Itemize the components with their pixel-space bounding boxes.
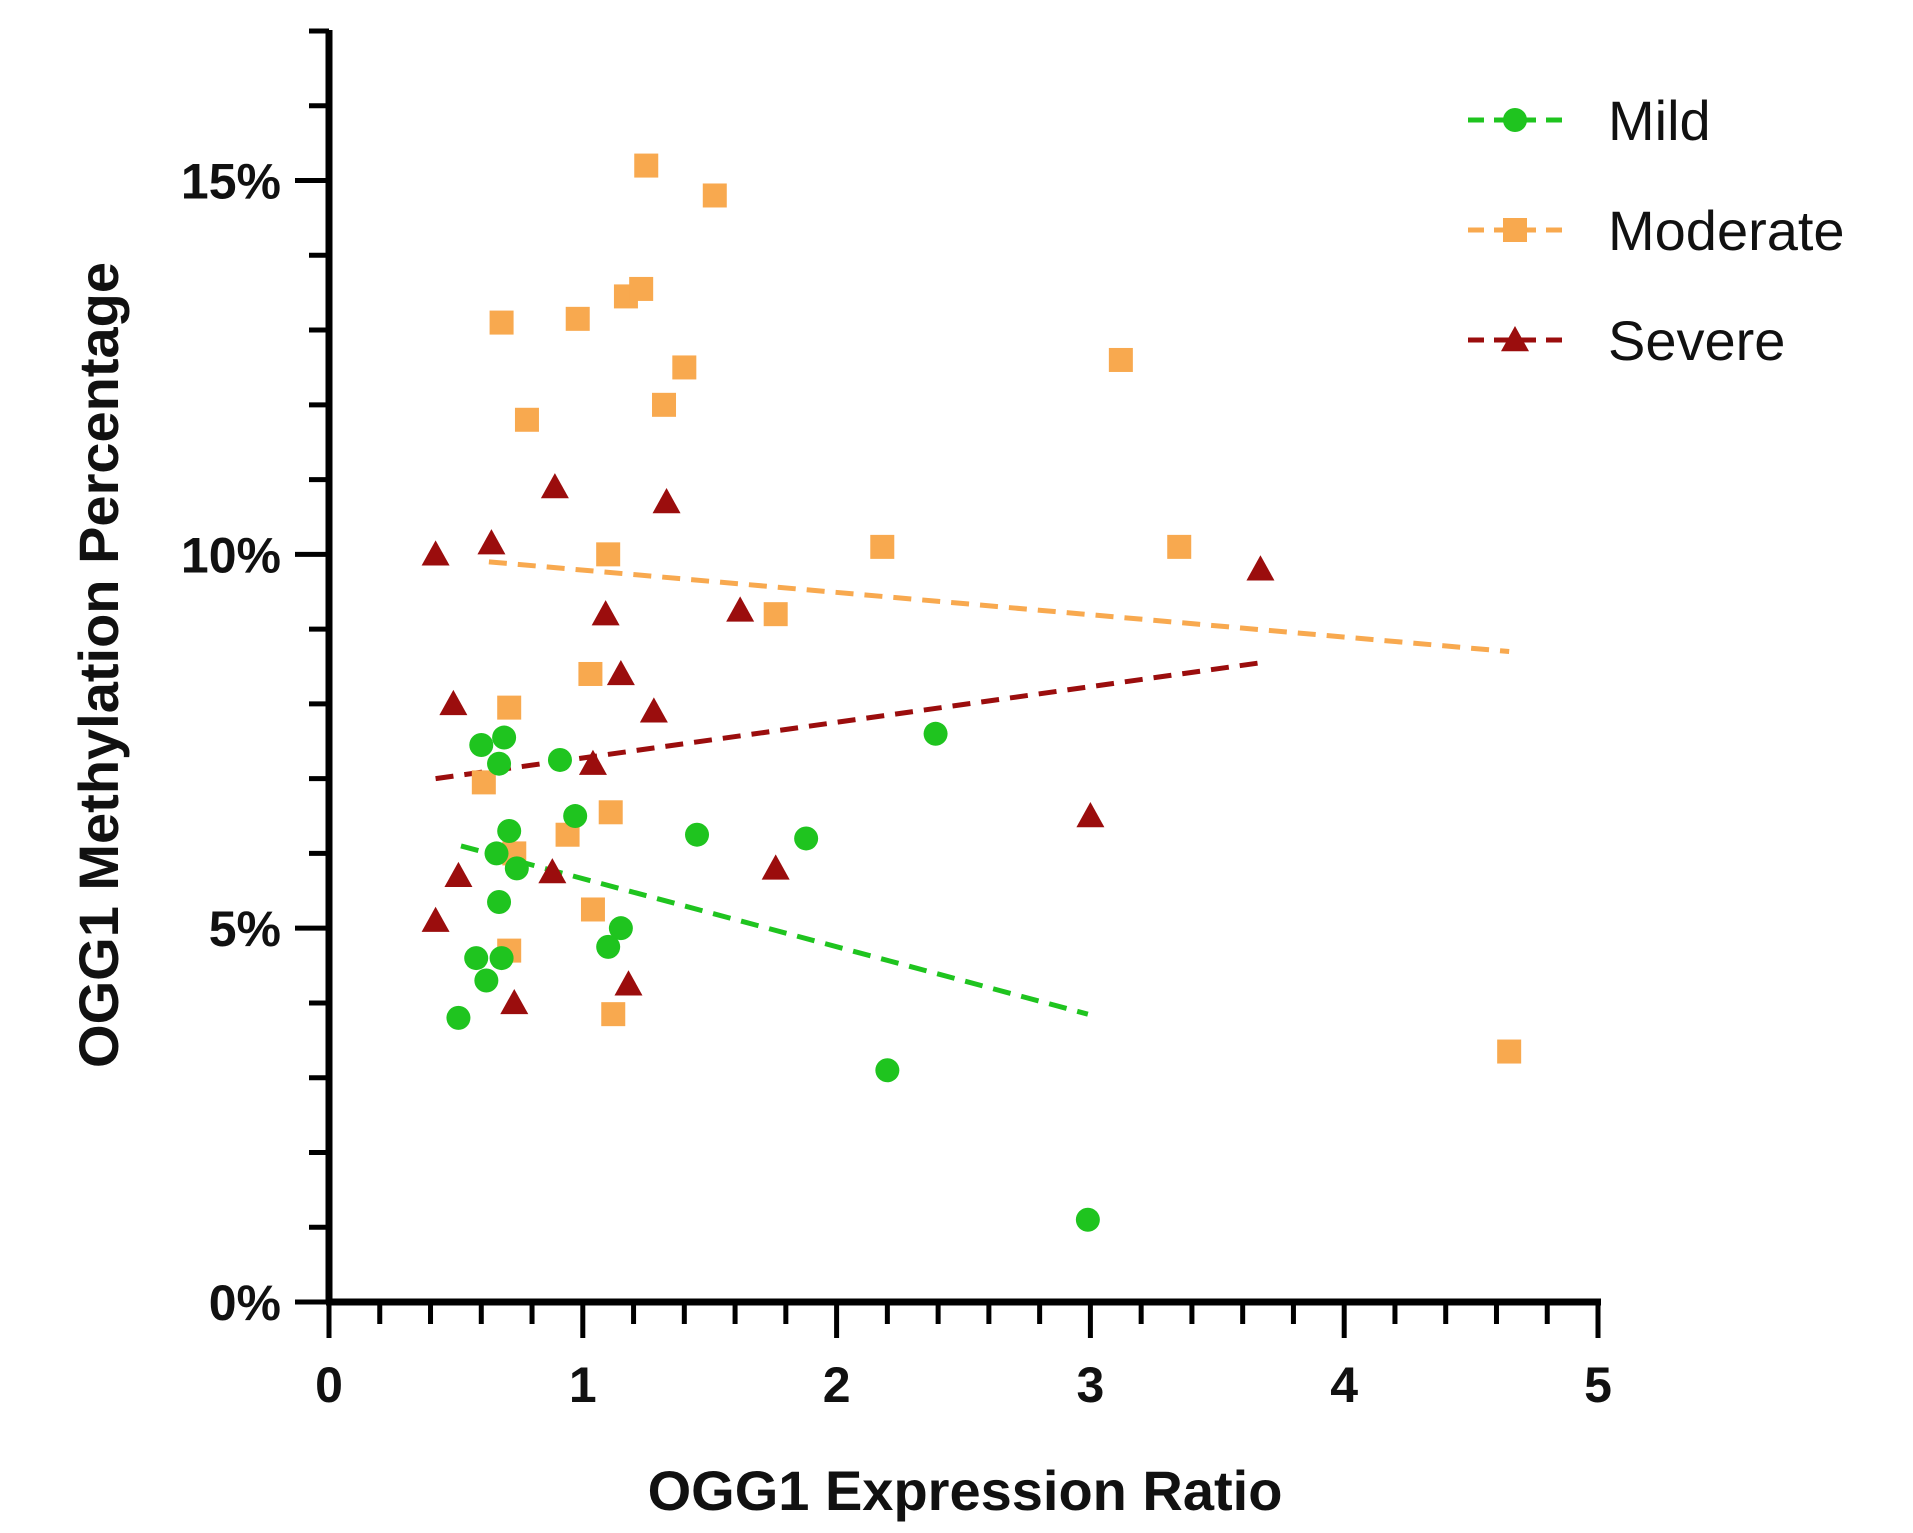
point-mild — [596, 934, 621, 959]
point-mild — [608, 916, 633, 941]
x-axis-title: OGG1 Expression Ratio — [648, 1459, 1283, 1522]
point-moderate — [634, 153, 659, 178]
point-moderate — [596, 542, 621, 567]
point-mild — [547, 747, 572, 772]
point-severe — [652, 488, 681, 514]
data-points — [421, 153, 1522, 1232]
y-tick-label: 10% — [181, 527, 281, 583]
x-tick-label: 5 — [1584, 1357, 1612, 1413]
point-moderate — [1108, 347, 1133, 372]
point-severe — [1076, 802, 1105, 828]
x-tick-label: 1 — [569, 1357, 597, 1413]
y-tick-label: 5% — [209, 901, 281, 957]
point-severe — [639, 697, 668, 723]
trend-lines — [435, 559, 1510, 1017]
point-mild — [794, 826, 819, 851]
point-mild — [469, 733, 494, 758]
point-moderate — [578, 661, 603, 686]
point-mild — [923, 721, 948, 746]
point-mild — [484, 841, 509, 866]
point-mild — [487, 751, 512, 776]
x-tick-label: 0 — [315, 1357, 343, 1413]
point-moderate — [672, 355, 697, 380]
legend-marker-moderate — [1503, 218, 1527, 242]
point-mild — [464, 946, 489, 971]
point-mild — [474, 968, 499, 993]
y-tick-label: 0% — [209, 1275, 281, 1331]
point-mild — [1075, 1207, 1100, 1232]
point-severe — [591, 600, 620, 626]
point-mild — [685, 822, 710, 847]
point-moderate — [497, 695, 522, 720]
x-tick-label: 2 — [823, 1357, 851, 1413]
point-severe — [614, 970, 643, 996]
legend-label-severe: Severe — [1608, 309, 1785, 372]
point-severe — [1246, 555, 1275, 581]
trend-line-moderate — [488, 559, 1510, 655]
point-severe — [606, 659, 635, 686]
point-mild — [489, 946, 514, 971]
point-moderate — [763, 602, 788, 627]
point-moderate — [1167, 534, 1192, 559]
ticks: 0 1 2 3 4 5 0% 5% 10% 15% — [181, 28, 1612, 1413]
trend-line-severe — [435, 660, 1261, 782]
point-severe — [421, 540, 450, 566]
point-severe — [578, 749, 607, 775]
legend-marker-mild — [1503, 108, 1527, 132]
point-moderate — [629, 276, 654, 301]
point-severe — [421, 906, 450, 932]
trend-line-mild — [460, 843, 1089, 1017]
point-severe — [726, 596, 755, 622]
point-moderate — [580, 897, 605, 922]
y-axis-title: OGG1 Methylation Percentage — [67, 262, 130, 1068]
point-mild — [492, 725, 517, 750]
point-severe — [538, 858, 567, 884]
point-moderate — [601, 1002, 626, 1027]
point-moderate — [598, 800, 623, 825]
point-severe — [477, 529, 506, 555]
point-severe — [540, 473, 569, 499]
axes — [325, 30, 1601, 1306]
point-moderate — [702, 183, 727, 208]
point-moderate — [565, 306, 590, 331]
legend: Mild Moderate Severe — [1468, 89, 1845, 372]
point-moderate — [870, 534, 895, 559]
legend-label-moderate: Moderate — [1608, 199, 1845, 262]
point-severe — [444, 861, 473, 888]
point-severe — [500, 988, 529, 1015]
point-moderate — [1497, 1039, 1522, 1064]
point-mild — [446, 1005, 471, 1030]
point-mild — [504, 856, 529, 881]
x-tick-label: 3 — [1076, 1357, 1104, 1413]
point-mild — [563, 804, 588, 829]
legend-marker-severe — [1501, 326, 1529, 352]
point-mild — [875, 1058, 900, 1083]
point-mild — [497, 818, 522, 843]
x-tick-label: 4 — [1330, 1357, 1358, 1413]
y-tick-label: 15% — [181, 154, 281, 210]
point-severe — [439, 689, 468, 716]
point-mild — [487, 890, 512, 915]
legend-label-mild: Mild — [1608, 89, 1711, 152]
point-moderate — [652, 392, 677, 417]
point-severe — [761, 854, 790, 880]
point-moderate — [514, 407, 539, 432]
point-moderate — [489, 310, 514, 335]
point-moderate — [471, 770, 496, 795]
